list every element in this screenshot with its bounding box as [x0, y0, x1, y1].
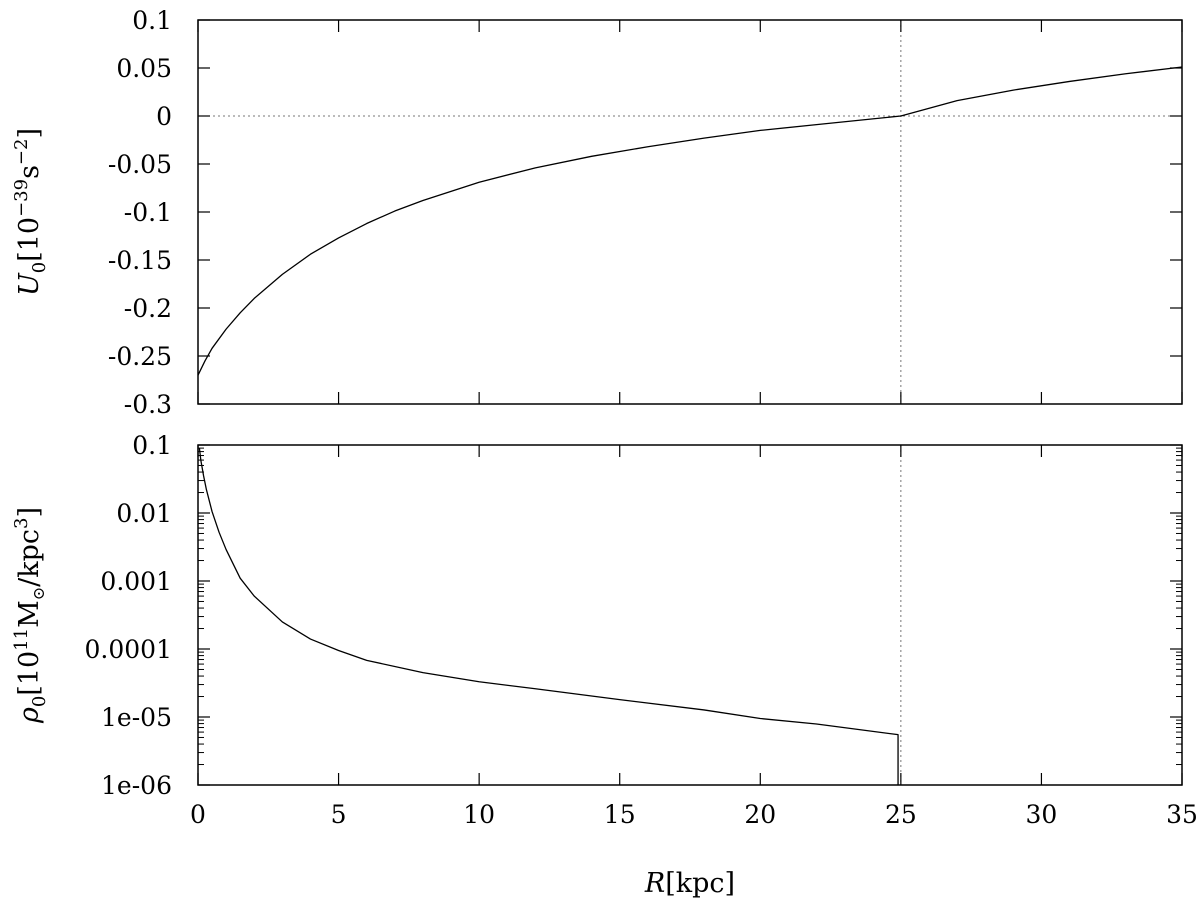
- top-ticks: -0.3 -0.25 -0.2 -0.15 -0.1 -0.05 0 0.05 0.1: [108, 6, 1183, 419]
- bottom-y-tick-label: 0.01: [116, 499, 172, 528]
- top-reference-lines: [198, 20, 1182, 404]
- top-y-tick-label: -0.05: [108, 150, 172, 179]
- bottom-panel: 0 5 10 15 20 25 30 35 1e-06 1e-05 0.0001 0.001 0.01 0…: [85, 431, 1198, 829]
- bottom-y-tick-label: 0.001: [100, 567, 172, 596]
- top-plot-frame: [197, 19, 1183, 405]
- x-tick-label: 10: [463, 800, 495, 829]
- bottom-plot-frame: [197, 444, 1183, 786]
- top-panel: -0.3 -0.25 -0.2 -0.15 -0.1 -0.05 0 0.05 0.1: [108, 6, 1183, 419]
- bottom-series: [198, 448, 899, 785]
- bottom-y-tick-label: 1e-05: [101, 703, 172, 732]
- x-tick-label: 30: [1026, 800, 1058, 829]
- x-axis-title: R[kpc]: [644, 868, 735, 899]
- top-y-axis-title: U0[10−39s−2]: [11, 128, 50, 296]
- x-tick-label: 5: [331, 800, 347, 829]
- top-y-tick-label: -0.1: [124, 198, 172, 227]
- bottom-y-tick-label: 0.1: [132, 431, 172, 460]
- top-y-tick-label: -0.15: [108, 246, 172, 275]
- x-tick-label: 25: [885, 800, 917, 829]
- top-series-line-0: [197, 66, 1183, 376]
- x-tick-label: 35: [1166, 800, 1198, 829]
- bottom-y-tick-label: 0.0001: [85, 635, 172, 664]
- top-y-tick-label: -0.2: [124, 294, 172, 323]
- bottom-y-tick-label: 1e-06: [101, 771, 172, 800]
- top-series: [197, 66, 1183, 376]
- bottom-y-axis-title: ρ0[1011M⊙/kpc3]: [11, 507, 50, 724]
- top-y-tick-label: -0.3: [124, 390, 172, 419]
- top-y-tick-label: 0.05: [116, 54, 172, 83]
- bottom-ticks: 0 5 10 15 20 25 30 35 1e-06 1e-05 0.0001 0.001 0.01 0…: [85, 431, 1198, 829]
- bottom-series-line-0: [198, 448, 899, 785]
- x-tick-label: 15: [604, 800, 636, 829]
- x-tick-label: 20: [744, 800, 776, 829]
- top-y-tick-label: -0.25: [108, 342, 172, 371]
- top-y-tick-label: 0.1: [132, 6, 172, 35]
- x-tick-label: 0: [190, 800, 206, 829]
- top-y-tick-label: 0: [156, 102, 172, 131]
